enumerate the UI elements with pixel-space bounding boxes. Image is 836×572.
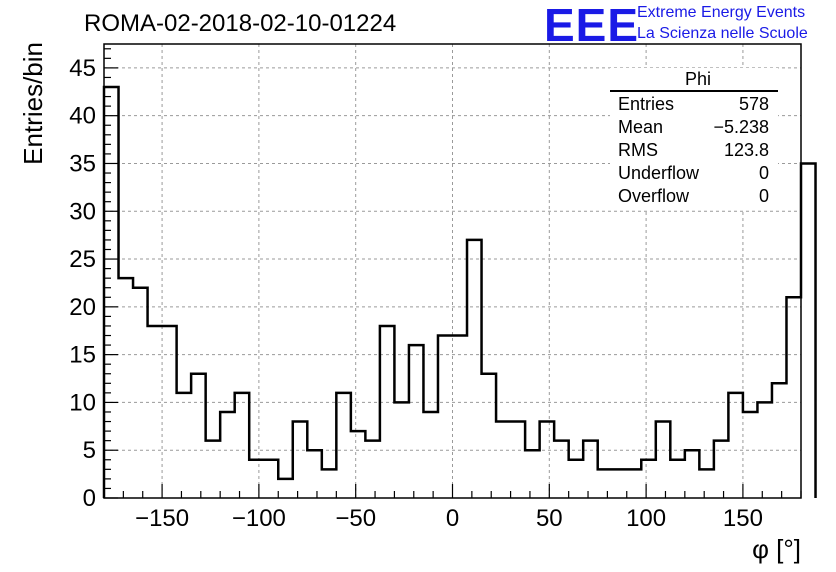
x-tick-label: 100 bbox=[626, 505, 666, 532]
chart-title: ROMA-02-2018-02-10-01224 bbox=[84, 10, 397, 37]
x-tick-label: −100 bbox=[232, 505, 286, 532]
y-tick-label: 20 bbox=[69, 294, 96, 321]
x-tick-labels: −150 −100 −50 0 50 100 150 bbox=[135, 505, 763, 532]
y-axis-title: Entries/bin bbox=[18, 42, 48, 165]
y-tick-label: 30 bbox=[69, 198, 96, 225]
logo-tagline-2: La Scienza nelle Scuole bbox=[637, 25, 808, 42]
stats-rms-value: 123.8 bbox=[724, 140, 769, 160]
stats-underflow-label: Underflow bbox=[618, 163, 700, 183]
grid-lines bbox=[104, 44, 801, 498]
logo-tagline-1: Extreme Energy Events bbox=[637, 4, 806, 21]
y-axis-ticks bbox=[104, 48, 118, 499]
x-axis-title: φ [°] bbox=[752, 534, 801, 564]
y-tick-label: 45 bbox=[69, 55, 96, 82]
stats-mean-label: Mean bbox=[618, 117, 663, 137]
y-tick-label: 35 bbox=[69, 150, 96, 177]
x-tick-label: −150 bbox=[135, 505, 189, 532]
y-tick-label: 40 bbox=[69, 103, 96, 130]
y-tick-label: 25 bbox=[69, 246, 96, 273]
histogram-outline bbox=[102, 85, 817, 498]
y-tick-label: 5 bbox=[83, 437, 96, 464]
stats-box: Phi Entries 578 Mean −5.238 RMS 123.8 Un… bbox=[610, 68, 778, 210]
stats-box-name: Phi bbox=[685, 69, 711, 89]
y-tick-label: 15 bbox=[69, 342, 96, 369]
stats-rms-label: RMS bbox=[618, 140, 658, 160]
x-tick-label: 0 bbox=[446, 505, 459, 532]
stats-underflow-value: 0 bbox=[759, 163, 769, 183]
y-tick-labels: 0 5 10 15 20 25 30 35 40 45 bbox=[69, 55, 96, 512]
x-tick-label: 150 bbox=[723, 505, 763, 532]
stats-overflow-label: Overflow bbox=[618, 186, 690, 206]
eee-logo: EEE bbox=[544, 0, 640, 51]
x-axis-ticks bbox=[103, 484, 802, 498]
stats-overflow-value: 0 bbox=[759, 186, 769, 206]
y-tick-label: 0 bbox=[83, 485, 96, 512]
plot-frame bbox=[103, 43, 802, 499]
stats-entries-label: Entries bbox=[618, 94, 674, 114]
stats-entries-value: 578 bbox=[739, 94, 769, 114]
x-tick-label: −50 bbox=[335, 505, 376, 532]
stats-mean-value: −5.238 bbox=[713, 117, 769, 137]
y-tick-label: 10 bbox=[69, 389, 96, 416]
x-tick-label: 50 bbox=[536, 505, 563, 532]
